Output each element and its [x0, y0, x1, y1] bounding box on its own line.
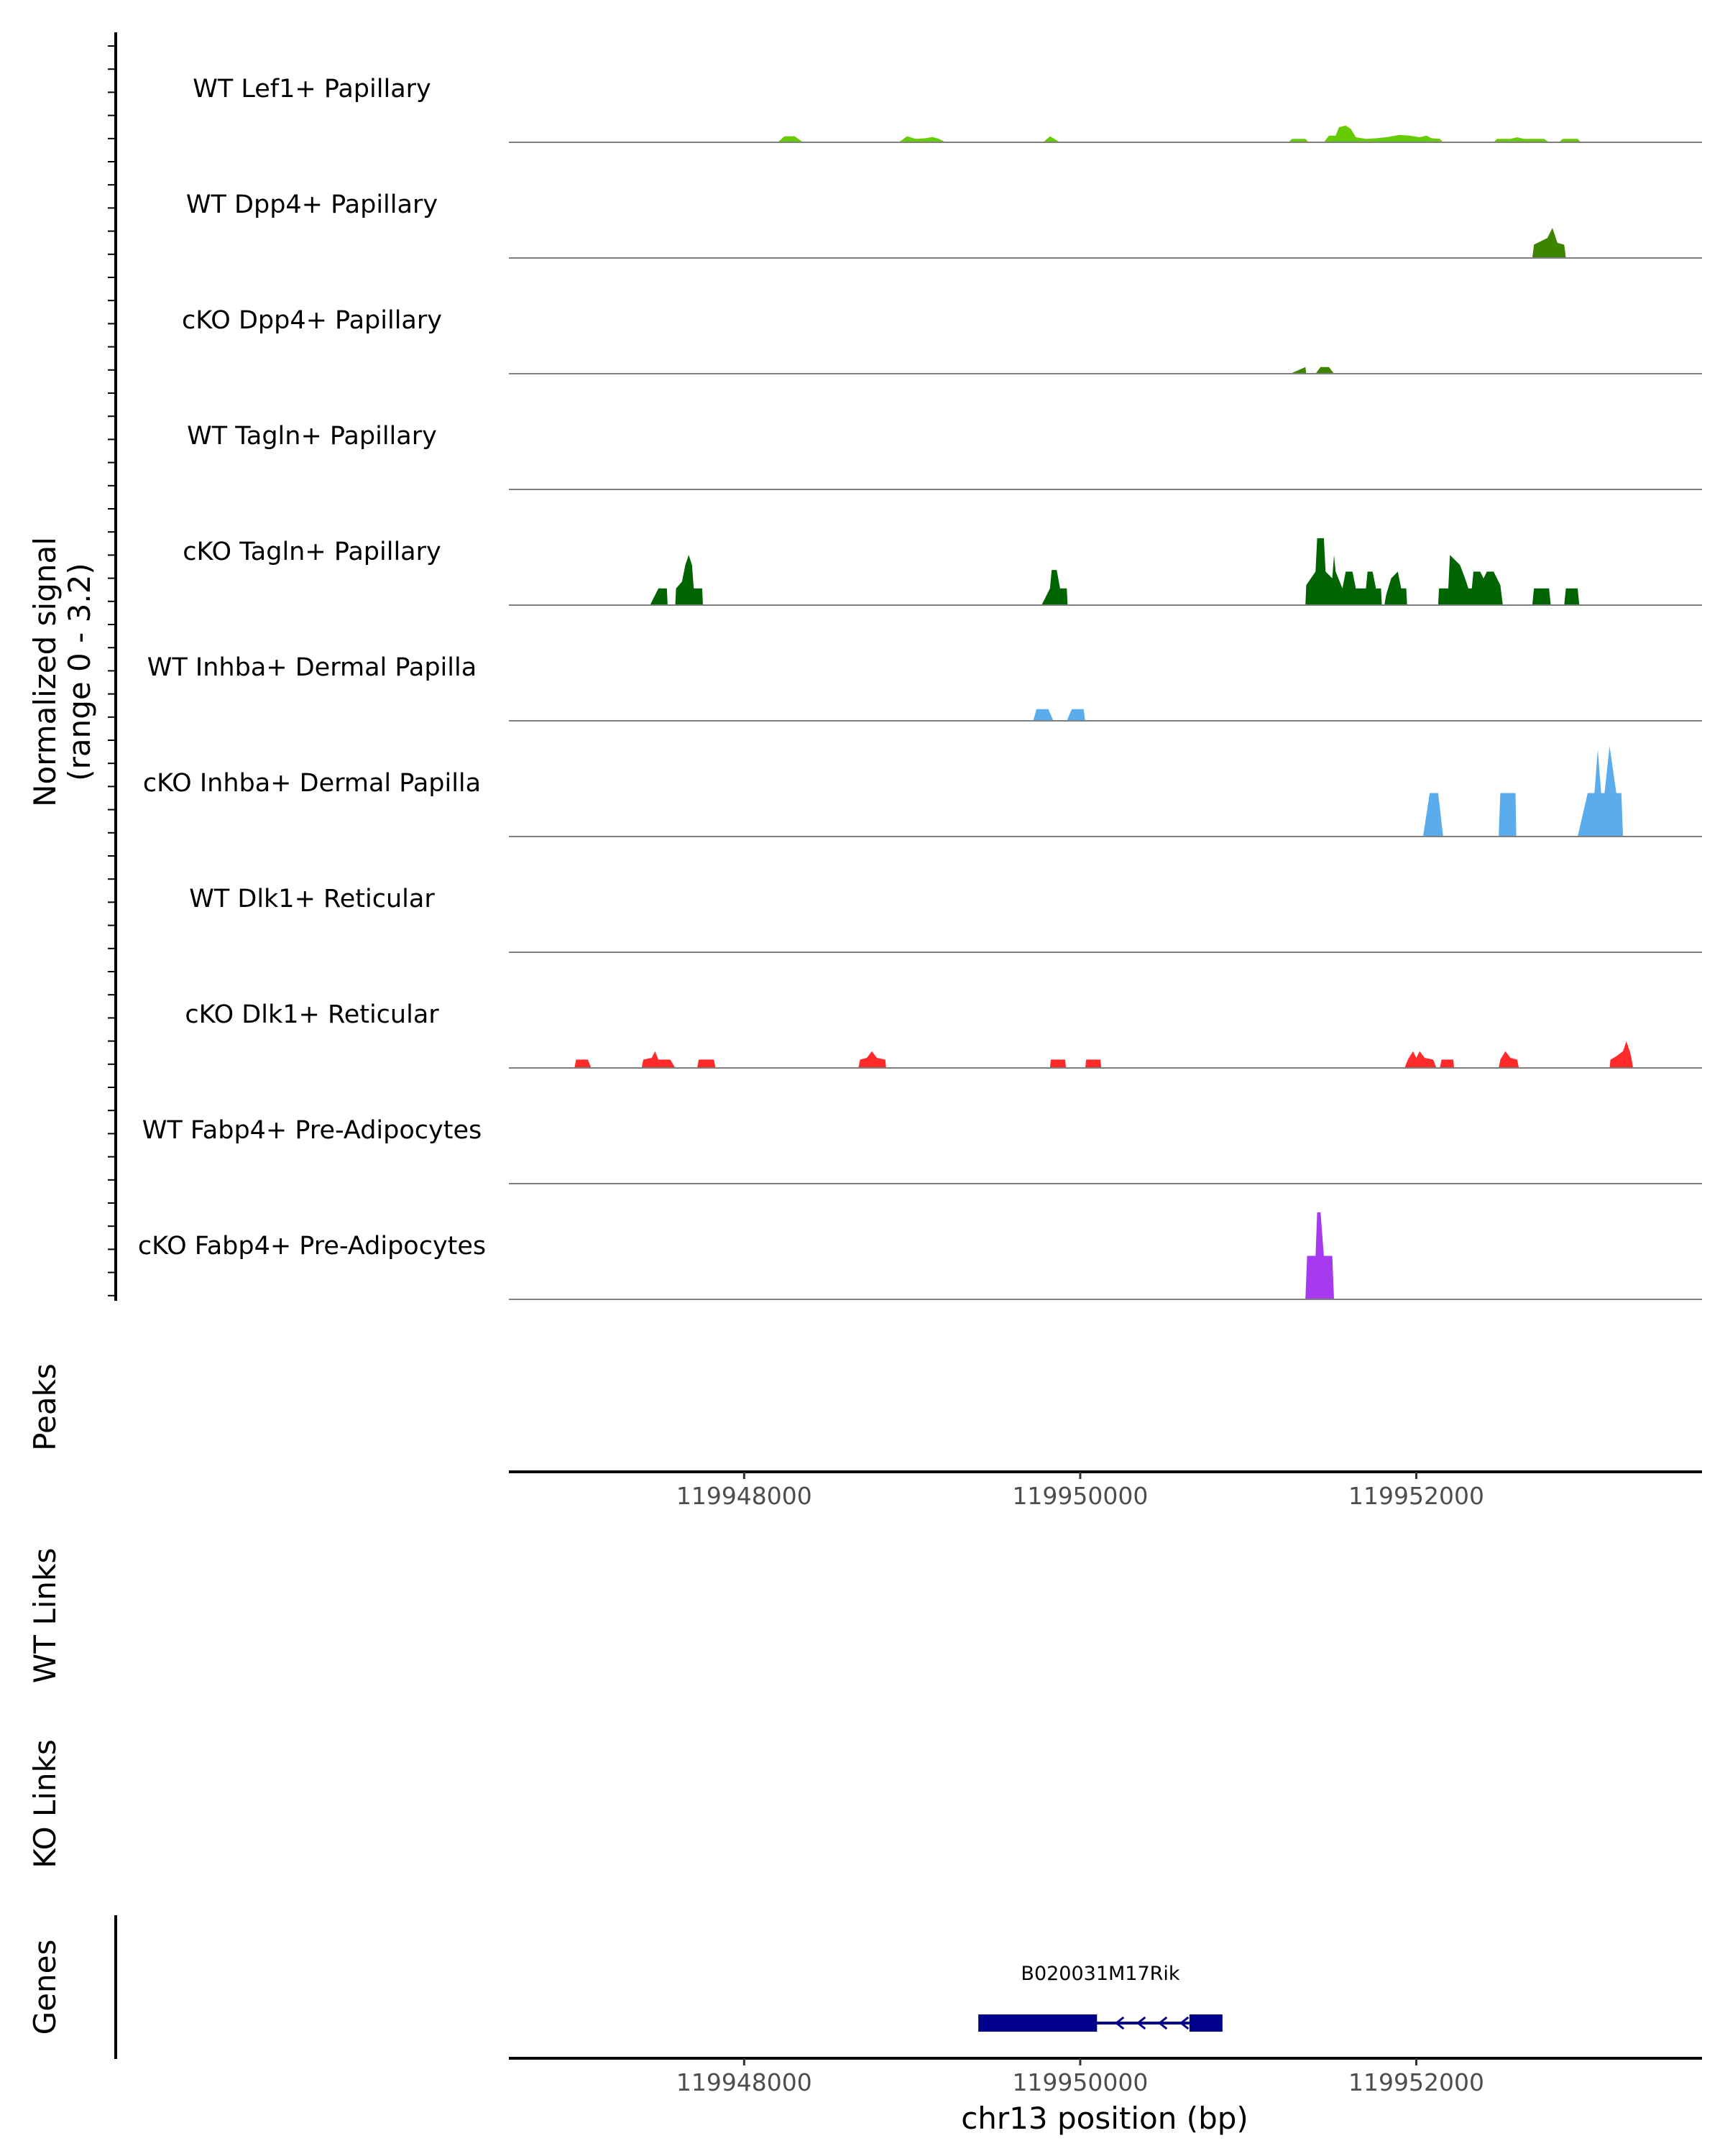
- track: cKO Inhba+ Dermal Papilla: [143, 746, 1702, 837]
- strand-arrow: [1157, 2016, 1168, 2030]
- track: cKO Fabp4+ Pre-Adipocytes: [138, 1212, 1702, 1300]
- track-signal-area: [1290, 367, 1334, 374]
- x-axis-tick-label: 119950000: [1012, 1482, 1148, 1510]
- x-axis-tick-label: 119950000: [1012, 2068, 1148, 2096]
- ko-links-panel-label: KO Links: [27, 1739, 63, 1869]
- strand-arrow: [1136, 2016, 1146, 2030]
- track-signal-area: [1033, 709, 1085, 721]
- track-signal-area: [1305, 1212, 1334, 1299]
- track-signal-area: [574, 1041, 1634, 1068]
- signal-axis-ticks: [108, 45, 116, 1296]
- x-axis-title: chr13 position (bp): [961, 2101, 1248, 2136]
- track: WT Lef1+ Papillary: [193, 75, 1702, 143]
- track-label: cKO Fabp4+ Pre-Adipocytes: [138, 1232, 486, 1261]
- gene-exon: [1189, 2014, 1222, 2032]
- gene-exon: [979, 2014, 1098, 2032]
- signal-axis-label: Normalized signal: [27, 537, 63, 807]
- x-axis-tick-label: 119948000: [676, 1482, 812, 1510]
- track: WT Dlk1+ Reticular: [189, 885, 1702, 953]
- track-label: cKO Dlk1+ Reticular: [185, 1000, 439, 1029]
- track: cKO Dpp4+ Papillary: [182, 306, 1702, 374]
- peaks-x-axis-ticks: 119948000 119950000 119952000: [676, 1472, 1484, 1510]
- track: WT Tagln+ Papillary: [187, 422, 1702, 490]
- track-label: WT Dpp4+ Papillary: [186, 190, 438, 219]
- gene-model: [978, 2014, 1223, 2032]
- strand-arrow: [1179, 2016, 1190, 2030]
- track-signal-area: [1422, 746, 1624, 837]
- peaks-panel-label: Peaks: [27, 1363, 63, 1451]
- track-label: WT Inhba+ Dermal Papilla: [147, 653, 477, 682]
- x-axis-tick-label: 119952000: [1348, 1482, 1484, 1510]
- track-signal-area: [1532, 228, 1566, 258]
- x-axis-tick-label: 119952000: [1348, 2068, 1484, 2096]
- genes-panel-label: Genes: [27, 1940, 63, 2035]
- track: cKO Tagln+ Papillary: [183, 538, 1702, 606]
- strand-arrow: [1114, 2016, 1125, 2030]
- track-label: cKO Inhba+ Dermal Papilla: [143, 769, 481, 798]
- track: WT Inhba+ Dermal Papilla: [147, 653, 1702, 722]
- wt-links-panel-label: WT Links: [27, 1548, 63, 1683]
- track-label: cKO Tagln+ Papillary: [183, 538, 441, 566]
- track: cKO Dlk1+ Reticular: [185, 1000, 1702, 1069]
- track-label: WT Tagln+ Papillary: [187, 422, 437, 451]
- track-label: WT Lef1+ Papillary: [193, 75, 431, 103]
- track-signal-area: [650, 538, 1580, 605]
- signal-range-label: (range 0 - 3.2): [62, 563, 97, 781]
- track-label: WT Dlk1+ Reticular: [189, 885, 435, 913]
- track: WT Dpp4+ Papillary: [186, 190, 1702, 259]
- track: WT Fabp4+ Pre-Adipocytes: [142, 1116, 1702, 1184]
- gene-name-label: B020031M17Rik: [1021, 1963, 1180, 1985]
- track-label: cKO Dpp4+ Papillary: [182, 306, 442, 335]
- genes-x-axis-ticks: 119948000 119950000 119952000: [676, 2058, 1484, 2096]
- track-label: WT Fabp4+ Pre-Adipocytes: [142, 1116, 482, 1145]
- coverage-tracks: WT Lef1+ Papillary WT Dpp4+ Papillary cKO …: [138, 75, 1702, 1300]
- track-signal-area: [778, 125, 1581, 142]
- x-axis-tick-label: 119948000: [676, 2068, 812, 2096]
